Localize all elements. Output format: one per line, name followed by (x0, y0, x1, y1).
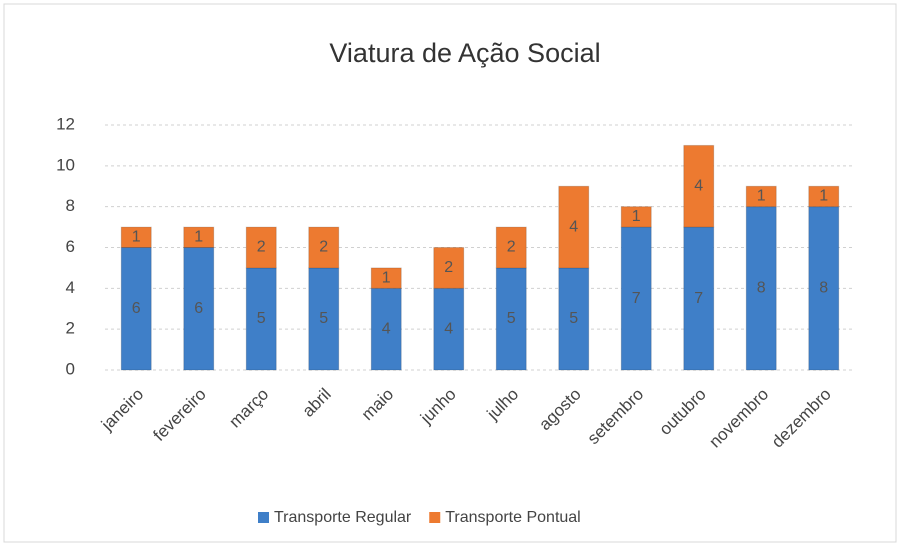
data-label: 4 (694, 177, 703, 194)
bar-segment (745, 206, 777, 371)
bar-segment (495, 267, 527, 371)
bar-segment (683, 144, 715, 228)
y-tick-label: 6 (66, 237, 75, 256)
data-label: 1 (632, 208, 641, 225)
y-tick-label: 0 (66, 359, 75, 378)
data-label: 1 (757, 188, 766, 205)
data-label: 2 (257, 239, 266, 256)
data-label: 2 (319, 239, 328, 256)
data-label: 6 (132, 300, 141, 317)
data-label: 4 (444, 320, 453, 337)
bar-segment (245, 226, 277, 269)
bar-segment (183, 226, 215, 248)
data-label: 1 (132, 229, 141, 246)
data-label: 5 (507, 310, 516, 327)
bar-segment (308, 226, 340, 269)
legend-swatch (258, 512, 269, 523)
y-tick-label: 8 (66, 196, 75, 215)
bar-segment (183, 247, 215, 371)
data-label: 5 (319, 310, 328, 327)
bar-segment (808, 185, 840, 208)
data-label: 2 (444, 259, 453, 276)
y-tick-label: 4 (66, 278, 75, 297)
y-tick-label: 2 (66, 319, 75, 338)
data-label: 5 (569, 310, 578, 327)
bar-segment (558, 267, 590, 371)
bar-segment (808, 206, 840, 371)
bar-segment (433, 247, 465, 289)
y-tick-label: 10 (56, 155, 75, 174)
data-label: 1 (819, 188, 828, 205)
data-label: 4 (569, 218, 578, 235)
chart-title: Viatura de Ação Social (329, 38, 600, 68)
bar-segment (120, 247, 152, 371)
data-label: 2 (507, 239, 516, 256)
data-label: 7 (694, 290, 703, 307)
bar-segment (370, 267, 402, 289)
data-label: 1 (194, 229, 203, 246)
data-label: 5 (257, 310, 266, 327)
bar-segment (433, 287, 465, 371)
data-label: 6 (194, 300, 203, 317)
data-label: 8 (757, 280, 766, 297)
bar-segment (120, 226, 152, 248)
bar-segment (558, 185, 590, 269)
data-label: 4 (382, 320, 391, 337)
bar-segment (745, 185, 777, 208)
bar-segment (683, 226, 715, 371)
bar-segment (495, 226, 527, 269)
legend-label: Transporte Regular (274, 509, 412, 526)
bar-segment (620, 206, 652, 228)
data-label: 7 (632, 290, 641, 307)
data-label: 1 (382, 269, 391, 286)
y-tick-label: 12 (56, 114, 75, 133)
legend-label: Transporte Pontual (445, 509, 580, 526)
data-label: 8 (819, 280, 828, 297)
bar-segment (370, 287, 402, 371)
legend-swatch (429, 512, 441, 523)
